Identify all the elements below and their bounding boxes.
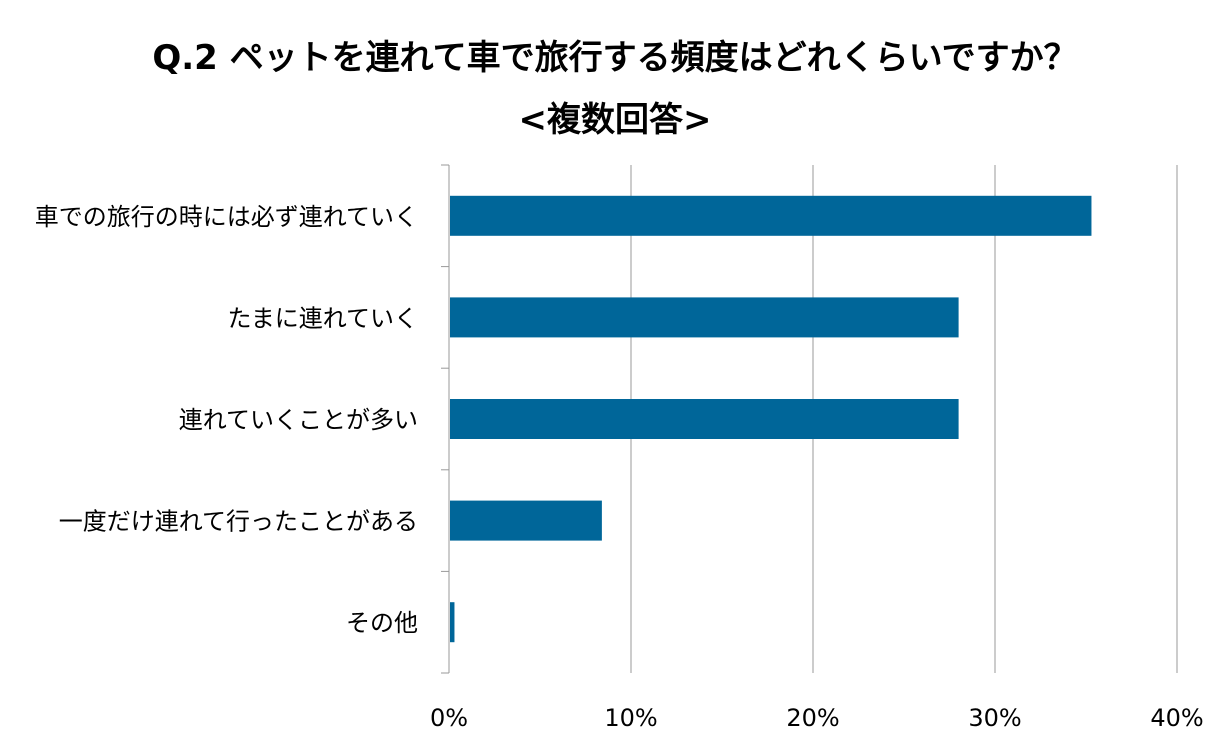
bar	[450, 399, 959, 439]
x-tick-label: 20%	[786, 704, 839, 732]
y-category-label: たまに連れていく	[227, 304, 418, 332]
y-category-label: 一度だけ連れて行ったことがある	[59, 508, 418, 536]
bar	[450, 602, 455, 643]
chart-title: Q.2 ペットを連れて車で旅行する頻度はどれくらいですか？	[152, 38, 1078, 78]
chart-subtitle: <複数回答>	[518, 100, 712, 140]
bar	[450, 500, 602, 541]
y-category-label: その他	[346, 609, 418, 637]
bar	[450, 297, 959, 338]
x-tick-label: 40%	[1150, 704, 1203, 732]
y-category-label: 連れていくことが多い	[179, 406, 418, 434]
y-category-label: 車での旅行の時には必ず連れていく	[35, 203, 418, 231]
x-tick-label: 30%	[968, 704, 1021, 732]
bar	[450, 195, 1092, 236]
x-tick-label: 10%	[604, 704, 657, 732]
x-tick-label: 0%	[430, 704, 468, 732]
